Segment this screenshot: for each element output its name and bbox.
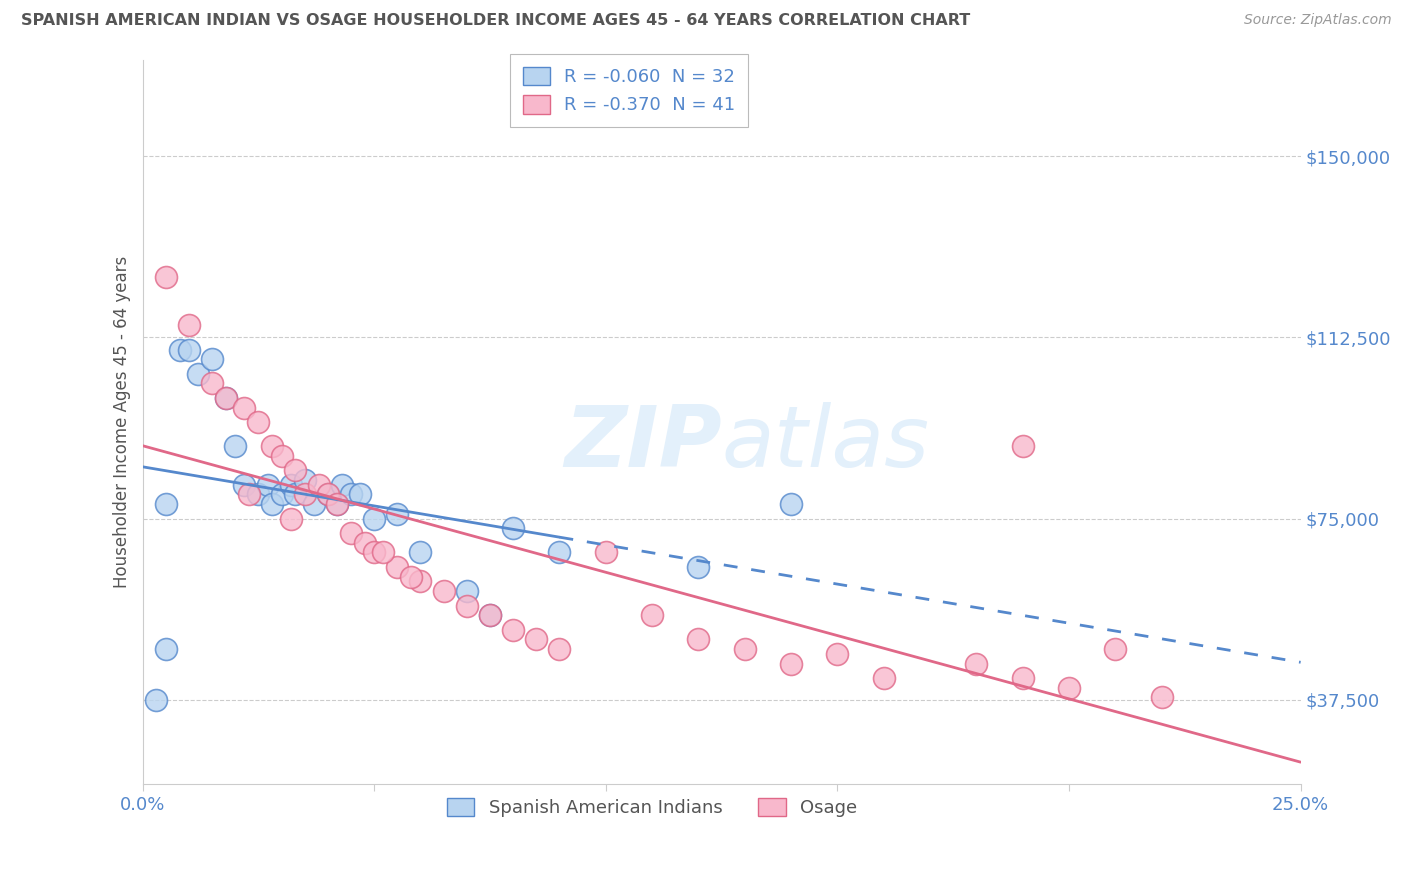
Point [247, 415, 270, 429]
Point [187, 367, 209, 381]
Point [284, 463, 307, 477]
Point [326, 497, 349, 511]
Point [1150, 690, 1173, 705]
Point [456, 599, 478, 613]
Point [399, 569, 422, 583]
Point [294, 473, 316, 487]
Point [595, 545, 617, 559]
Point [373, 545, 395, 559]
Point [1057, 681, 1080, 695]
Point [326, 497, 349, 511]
Point [340, 526, 363, 541]
Text: ZIP: ZIP [564, 402, 721, 485]
Point [502, 521, 524, 535]
Point [155, 642, 177, 657]
Point [270, 487, 292, 501]
Point [215, 391, 238, 405]
Point [247, 487, 270, 501]
Point [363, 511, 385, 525]
Point [233, 478, 256, 492]
Y-axis label: Householder Income Ages 45 - 64 years: Householder Income Ages 45 - 64 years [114, 256, 131, 588]
Point [302, 497, 325, 511]
Point [238, 487, 260, 501]
Point [780, 497, 803, 511]
Point [641, 608, 664, 623]
Point [262, 497, 284, 511]
Point [688, 560, 710, 574]
Point [734, 642, 756, 657]
Point [316, 487, 339, 501]
Point [284, 487, 307, 501]
Point [270, 449, 292, 463]
Text: atlas: atlas [721, 402, 929, 485]
Point [330, 478, 353, 492]
Point [349, 487, 371, 501]
Point [316, 487, 339, 501]
Point [363, 545, 385, 559]
Point [387, 560, 409, 574]
Point [827, 647, 849, 661]
Point [215, 391, 238, 405]
Point [1104, 642, 1126, 657]
Point [280, 478, 302, 492]
Point [409, 545, 432, 559]
Point [524, 632, 547, 647]
Point [478, 608, 501, 623]
Legend: Spanish American Indians, Osage: Spanish American Indians, Osage [439, 789, 866, 826]
Point [688, 632, 710, 647]
Point [262, 439, 284, 453]
Point [1011, 671, 1033, 685]
Point [308, 478, 330, 492]
Point [548, 642, 571, 657]
Point [224, 439, 246, 453]
Text: Source: ZipAtlas.com: Source: ZipAtlas.com [1244, 13, 1392, 28]
Text: SPANISH AMERICAN INDIAN VS OSAGE HOUSEHOLDER INCOME AGES 45 - 64 YEARS CORRELATI: SPANISH AMERICAN INDIAN VS OSAGE HOUSEHO… [21, 13, 970, 29]
Point [233, 401, 256, 415]
Point [502, 623, 524, 637]
Point [201, 376, 224, 391]
Point [873, 671, 896, 685]
Point [201, 352, 224, 367]
Point [177, 343, 200, 357]
Point [354, 536, 377, 550]
Point [387, 507, 409, 521]
Point [780, 657, 803, 671]
Point [965, 657, 987, 671]
Point [456, 584, 478, 599]
Point [1011, 439, 1033, 453]
Point [177, 318, 200, 333]
Point [280, 511, 302, 525]
Point [155, 497, 177, 511]
Point [340, 487, 363, 501]
Point [294, 487, 316, 501]
Point [409, 574, 432, 589]
Point [548, 545, 571, 559]
Point [478, 608, 501, 623]
Point [155, 270, 177, 285]
Point [433, 584, 456, 599]
Point [256, 478, 278, 492]
Point [145, 693, 167, 707]
Point [169, 343, 191, 357]
